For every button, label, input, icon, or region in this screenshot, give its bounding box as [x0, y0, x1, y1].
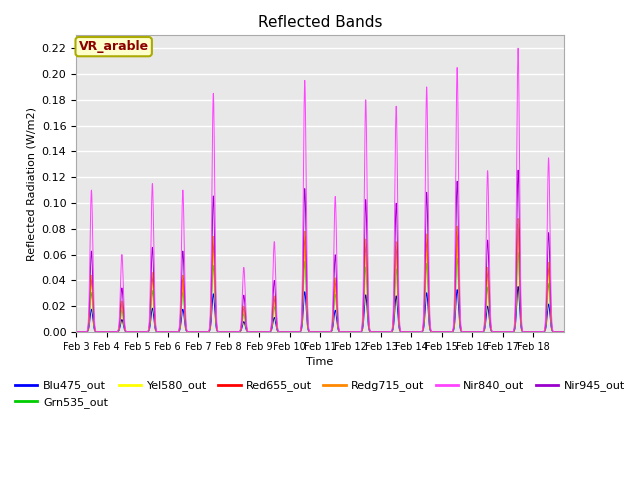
Legend: Blu475_out, Grn535_out, Yel580_out, Red655_out, Redg715_out, Nir840_out, Nir945_: Blu475_out, Grn535_out, Yel580_out, Red6…	[11, 376, 629, 412]
Line: Redg715_out: Redg715_out	[76, 218, 564, 332]
Nir840_out	[515, 45, 522, 51]
Nir945_out	[227, 329, 234, 335]
Blu475_out	[494, 329, 502, 335]
Nir945_out	[72, 329, 80, 335]
Grn535_out	[560, 329, 568, 335]
Blu475_out	[560, 329, 568, 335]
Red655_out	[467, 329, 474, 335]
Yel580_out	[467, 329, 474, 335]
Red655_out	[515, 221, 522, 227]
Grn535_out	[494, 329, 502, 335]
Nir945_out	[349, 329, 356, 335]
Nir840_out	[121, 322, 129, 327]
Blu475_out	[227, 329, 234, 335]
Redg715_out	[72, 329, 80, 335]
Yel580_out	[560, 329, 568, 335]
Red655_out	[494, 329, 502, 335]
Nir945_out	[467, 329, 474, 335]
Grn535_out	[515, 250, 522, 255]
Line: Yel580_out: Yel580_out	[76, 238, 564, 332]
Yel580_out	[225, 329, 232, 335]
Grn535_out	[467, 329, 474, 335]
Nir945_out	[494, 329, 502, 335]
Grn535_out	[121, 327, 129, 333]
Red655_out	[225, 329, 232, 335]
Redg715_out	[560, 329, 568, 335]
Y-axis label: Reflected Radiation (W/m2): Reflected Radiation (W/m2)	[26, 107, 36, 261]
Line: Grn535_out: Grn535_out	[76, 252, 564, 332]
Grn535_out	[553, 329, 561, 335]
Grn535_out	[225, 329, 232, 335]
Grn535_out	[227, 329, 234, 335]
Nir840_out	[494, 329, 502, 335]
Red655_out	[560, 329, 568, 335]
Yel580_out	[227, 329, 234, 335]
Red655_out	[72, 329, 80, 335]
Redg715_out	[494, 329, 502, 335]
Title: Reflected Bands: Reflected Bands	[258, 15, 382, 30]
Nir840_out	[72, 329, 80, 335]
Yel580_out	[349, 329, 356, 335]
Redg715_out	[225, 329, 232, 335]
Nir840_out	[227, 329, 234, 335]
Line: Nir840_out: Nir840_out	[76, 48, 564, 332]
Red655_out	[553, 329, 561, 335]
Blu475_out	[515, 284, 522, 289]
Blu475_out	[72, 329, 80, 335]
Redg715_out	[227, 329, 234, 335]
Red655_out	[227, 329, 234, 335]
Nir840_out	[225, 329, 232, 335]
Redg715_out	[121, 326, 129, 332]
Grn535_out	[72, 329, 80, 335]
Text: VR_arable: VR_arable	[79, 40, 148, 53]
Nir945_out	[225, 329, 232, 335]
Nir945_out	[121, 325, 129, 331]
Nir840_out	[560, 329, 568, 335]
Yel580_out	[515, 235, 522, 241]
Grn535_out	[349, 329, 356, 335]
X-axis label: Time: Time	[307, 357, 333, 367]
Yel580_out	[553, 329, 561, 335]
Redg715_out	[553, 329, 561, 335]
Nir945_out	[560, 329, 568, 335]
Yel580_out	[72, 329, 80, 335]
Redg715_out	[467, 329, 474, 335]
Blu475_out	[349, 329, 356, 335]
Line: Red655_out: Red655_out	[76, 224, 564, 332]
Line: Nir945_out: Nir945_out	[76, 170, 564, 332]
Redg715_out	[349, 329, 356, 335]
Line: Blu475_out: Blu475_out	[76, 287, 564, 332]
Redg715_out	[515, 216, 522, 221]
Nir945_out	[553, 329, 561, 335]
Nir840_out	[349, 329, 356, 335]
Blu475_out	[225, 329, 232, 335]
Red655_out	[121, 326, 129, 332]
Yel580_out	[121, 326, 129, 332]
Nir840_out	[467, 329, 474, 335]
Nir840_out	[553, 329, 561, 335]
Blu475_out	[467, 329, 474, 335]
Nir945_out	[515, 168, 522, 173]
Yel580_out	[494, 329, 502, 335]
Red655_out	[349, 329, 356, 335]
Blu475_out	[553, 329, 561, 335]
Blu475_out	[121, 328, 129, 334]
